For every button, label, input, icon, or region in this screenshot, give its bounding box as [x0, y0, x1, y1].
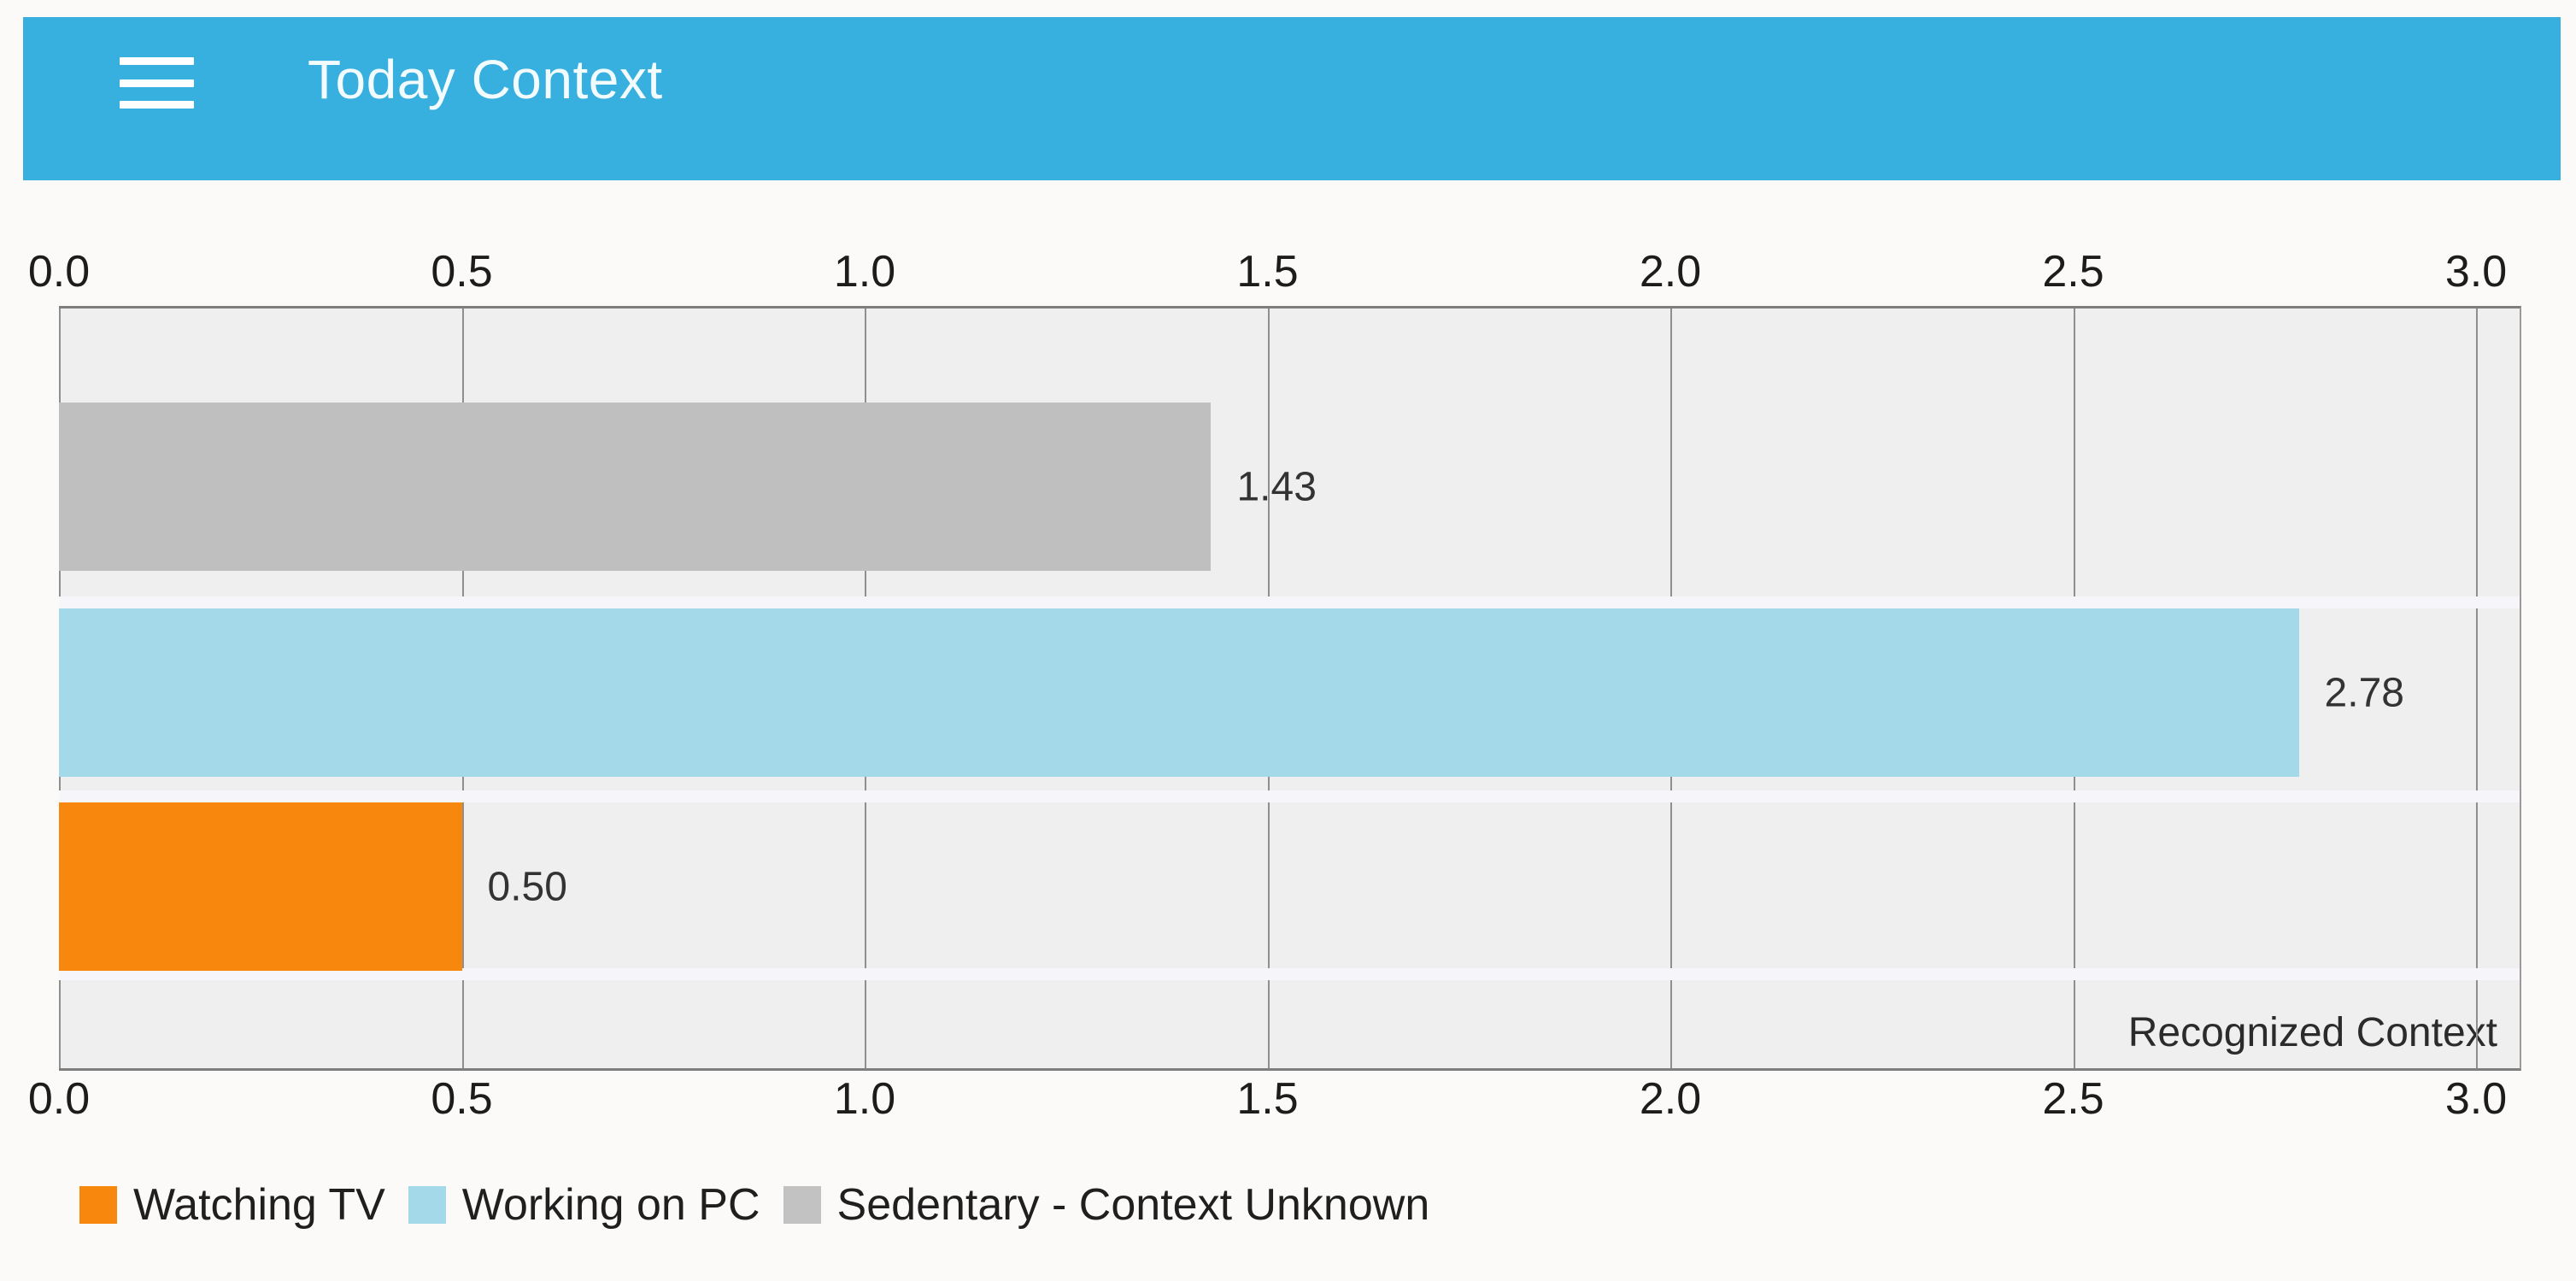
bar-value-label: 0.50: [487, 864, 567, 909]
x-axis-tick-label-top: 1.5: [1236, 247, 1299, 297]
x-axis-tick-label-top: 0.0: [27, 247, 91, 297]
legend-item: Working on PC: [408, 1183, 760, 1227]
x-axis-top-ticks: 0.0 0.5 1.0 1.5 2.0 2.5 3.0: [28, 247, 2520, 297]
x-axis-tick-label-top: 1.0: [833, 247, 896, 297]
x-axis-tick-label-top: 0.5: [431, 247, 493, 297]
bar-working-on-pc: [59, 608, 2299, 777]
legend-swatch: [79, 1186, 117, 1224]
row-separator: [59, 968, 2520, 980]
legend-item-label: Watching TV: [133, 1180, 385, 1230]
bar-value-label: 1.43: [1236, 464, 1317, 509]
bar-sedentary-context-unknown: [59, 403, 1212, 571]
x-axis-tick-label-top: 3.0: [2444, 247, 2508, 297]
bar-watching-tv: [59, 802, 462, 971]
axis-annotation: Recognized Context: [2127, 1010, 2497, 1055]
row-separator: [59, 596, 2520, 608]
hamburger-icon: [120, 57, 194, 109]
x-axis-tick-label-bottom: 2.5: [2042, 1074, 2104, 1124]
x-axis-bottom-ticks: 0.0 0.5 1.0 1.5 2.0 2.5 3.0: [28, 1074, 2520, 1124]
legend-item: Watching TV: [79, 1183, 385, 1227]
legend-item: Sedentary - Context Unknown: [783, 1180, 1430, 1230]
x-axis-tick-label-bottom: 3.0: [2444, 1074, 2508, 1124]
legend-item-label: Working on PC: [461, 1180, 760, 1230]
legend-swatch: [408, 1186, 446, 1224]
bar-value-label: 2.78: [2324, 670, 2404, 715]
row-separator: [59, 790, 2520, 802]
x-axis-tick-label-top: 2.0: [1639, 247, 1702, 297]
x-axis-tick-label-top: 2.5: [2042, 247, 2104, 297]
legend-swatch: [783, 1186, 821, 1224]
x-axis-tick-label-bottom: 2.0: [1639, 1074, 1702, 1124]
gridline: [2476, 308, 2478, 1068]
hamburger-menu-button[interactable]: [97, 51, 216, 149]
x-axis-tick-label-bottom: 0.5: [431, 1074, 493, 1124]
chart-plot-area: Recognized Context 1.43 2.78 0.50: [59, 306, 2521, 1071]
x-axis-tick-label-bottom: 1.5: [1236, 1074, 1299, 1124]
chart-legend: Watching TV Working on PC Sedentary - Cont…: [79, 1183, 1429, 1227]
page-title: Today Context: [308, 49, 663, 110]
x-axis-tick-label-bottom: 0.0: [27, 1074, 91, 1124]
app-header: Today Context: [23, 17, 2561, 180]
legend-item-label: Sedentary - Context Unknown: [836, 1180, 1430, 1230]
x-axis-tick-label-bottom: 1.0: [833, 1074, 896, 1124]
